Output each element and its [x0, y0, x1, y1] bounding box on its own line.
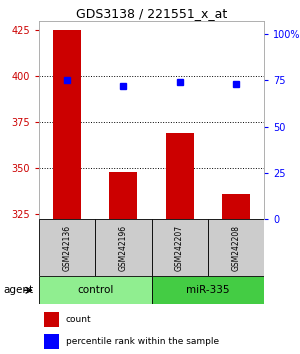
- Text: agent: agent: [3, 285, 33, 295]
- Title: GDS3138 / 221551_x_at: GDS3138 / 221551_x_at: [76, 7, 227, 20]
- Bar: [208, 219, 264, 276]
- Bar: [152, 276, 264, 304]
- Text: control: control: [77, 285, 113, 295]
- Bar: [109, 172, 137, 219]
- Text: count: count: [66, 315, 92, 324]
- Text: miR-335: miR-335: [186, 285, 230, 295]
- Bar: [95, 219, 152, 276]
- Bar: [44, 312, 59, 327]
- Text: GSM242136: GSM242136: [63, 225, 72, 271]
- Bar: [53, 30, 81, 219]
- Bar: [39, 219, 95, 276]
- Bar: [152, 219, 208, 276]
- Bar: [222, 194, 250, 219]
- Text: GSM242207: GSM242207: [175, 225, 184, 271]
- Text: GSM242208: GSM242208: [231, 225, 240, 271]
- Text: percentile rank within the sample: percentile rank within the sample: [66, 337, 219, 346]
- Bar: [39, 276, 152, 304]
- Text: GSM242196: GSM242196: [119, 225, 128, 271]
- Bar: [166, 133, 194, 219]
- Bar: [44, 334, 59, 349]
